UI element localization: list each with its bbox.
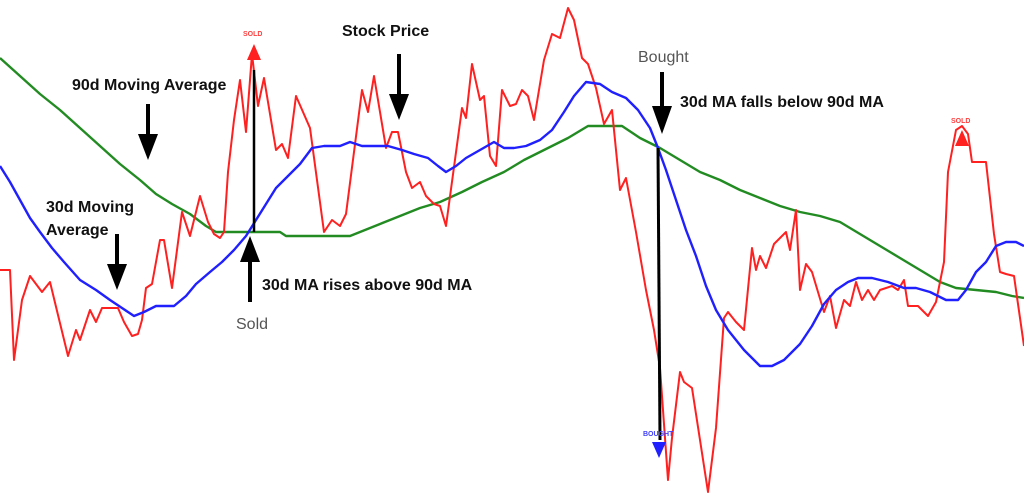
ma30-label-line2: Average <box>46 222 109 239</box>
sold-crossover-up-arrow-icon <box>240 236 260 302</box>
bought-tag: BOUGHT <box>643 431 674 438</box>
ma30-pointer-arrow-icon <box>107 234 127 290</box>
ma30-line <box>0 80 1024 368</box>
ma90-line <box>0 57 1024 300</box>
falls-below-label: 30d MA falls below 90d MA <box>680 94 884 111</box>
bought-label: Bought <box>638 49 689 66</box>
sold-up-arrow-icon <box>247 44 261 60</box>
sold-up-arrow-icon-2 <box>955 130 969 146</box>
rises-above-label: 30d MA rises above 90d MA <box>262 277 473 294</box>
ma90-pointer-arrow-icon <box>138 104 158 160</box>
ma30-label-line1: 30d Moving <box>46 199 134 216</box>
sold-label: Sold <box>236 316 268 333</box>
bought-down-arrow-icon <box>652 442 666 458</box>
ma90-label: 90d Moving Average <box>72 77 227 94</box>
bought-signal-line <box>656 147 662 441</box>
sold-tag-1: SOLD <box>243 31 262 38</box>
bought-crossover-down-arrow-icon <box>652 72 672 134</box>
sold-tag-2: SOLD <box>951 118 970 125</box>
stock-price-label: Stock Price <box>342 23 429 40</box>
stock-price-line <box>0 7 1024 493</box>
stock-price-pointer-arrow-icon <box>389 54 409 120</box>
